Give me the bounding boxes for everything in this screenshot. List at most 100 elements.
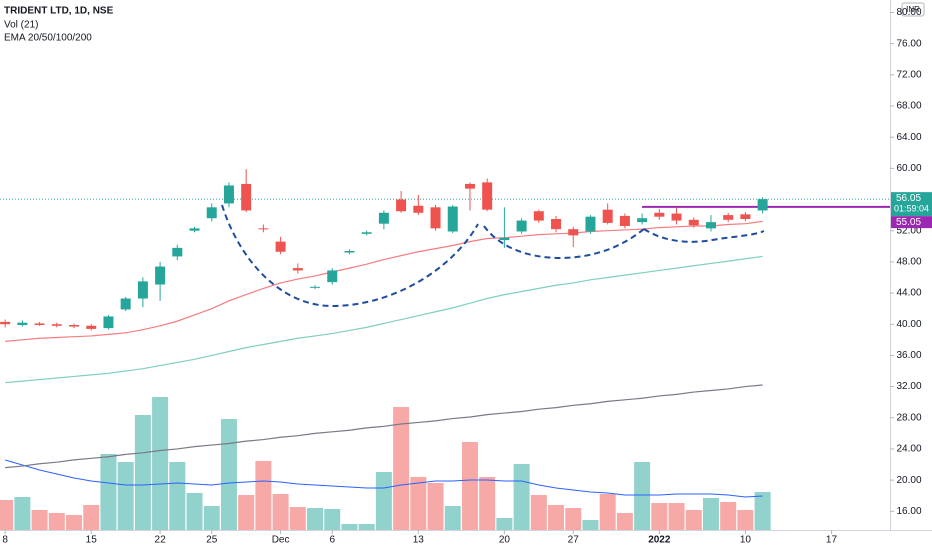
volume-bar [461, 442, 478, 530]
volume-bar [479, 477, 496, 530]
y-tick-label: 60.00 [896, 163, 921, 174]
candle-body [568, 229, 579, 236]
y-tick-label: 72.00 [896, 69, 921, 80]
candle-body [705, 222, 716, 229]
volume-bar [702, 498, 719, 530]
volume-bar [255, 461, 272, 530]
indicator-label: Vol (21) [4, 20, 38, 31]
x-tick-label: 27 [568, 535, 580, 546]
x-tick-label: 25 [206, 535, 218, 546]
x-tick-label: Dec [272, 535, 290, 546]
volume-bar [565, 508, 582, 530]
y-tick-label: 16.00 [896, 506, 921, 517]
y-tick-label: 64.00 [896, 132, 921, 143]
x-tick-label: 10 [740, 535, 752, 546]
y-tick-label: 52.00 [896, 225, 921, 236]
y-tick-label: 28.00 [896, 412, 921, 423]
candle-body [103, 316, 114, 329]
candle-body [430, 207, 441, 229]
candle-body [482, 182, 493, 210]
candle-body [310, 286, 321, 288]
candle-body [189, 228, 200, 231]
volume-bar [341, 524, 358, 530]
candle-body [86, 325, 97, 329]
candle-body [413, 205, 424, 213]
currency-box[interactable] [901, 2, 925, 17]
plot-area [0, 169, 890, 530]
level-tag [891, 216, 932, 229]
candle-body [723, 215, 734, 220]
candle-body [671, 213, 682, 221]
candle-body [688, 219, 699, 226]
volume-bar [427, 483, 444, 530]
x-tick-label: 22 [155, 535, 167, 546]
candle-body [344, 250, 355, 253]
y-tick-label: 80.00 [896, 7, 921, 18]
volume-bar [634, 462, 651, 530]
volume-bar [117, 462, 134, 530]
volume-bar [496, 518, 513, 530]
candle-body [654, 212, 665, 217]
candle-body [378, 212, 389, 224]
volume-bar [238, 495, 255, 530]
y-tick-label: 76.00 [896, 38, 921, 49]
volume-bar [410, 477, 427, 530]
volume-ma-line [5, 459, 763, 498]
y-tick-label: 40.00 [896, 319, 921, 330]
volume-bar [152, 397, 169, 530]
volume-bar [289, 507, 306, 530]
x-tick-label: 8 [2, 535, 8, 546]
candle-body [0, 321, 11, 325]
candle-body [619, 215, 630, 227]
price-labels: 16.00 20.00 24.00 28.00 32.00 36.00 40.00 44.00… [2, 7, 932, 546]
candle-body [51, 324, 62, 326]
volume-bar [220, 419, 237, 530]
candle-body [17, 322, 28, 326]
candle-body [602, 209, 613, 223]
volume-bar [324, 509, 341, 530]
last-price-label: 56.05 [896, 193, 921, 204]
volume-bar [0, 500, 14, 530]
y-tick-label: 68.00 [896, 101, 921, 112]
volume-bar [31, 510, 48, 530]
x-tick-label: 13 [413, 535, 425, 546]
volume-bar [272, 494, 289, 530]
candle-body [292, 268, 303, 271]
ema-line [5, 255, 763, 384]
volume-bar [169, 462, 186, 530]
volume-bar [548, 505, 565, 530]
volume-bar [685, 510, 702, 530]
volume-bar [651, 503, 668, 530]
indicator-label: EMA 20/50/100/200 [4, 33, 92, 44]
candle-body [206, 207, 217, 219]
volume-bar [134, 415, 151, 530]
candle-body [361, 232, 372, 234]
candle-body [740, 214, 751, 220]
ema-line [5, 384, 763, 469]
y-tick-label: 24.00 [896, 444, 921, 455]
y-tick-label: 20.00 [896, 475, 921, 486]
candle-body [464, 183, 475, 189]
volume-bar [66, 515, 83, 530]
candle-body [533, 211, 544, 221]
volume-bar [14, 497, 31, 530]
candle-body [516, 220, 527, 232]
candle-body [551, 219, 562, 230]
volume-bar [444, 506, 461, 530]
x-tick-label: 2022 [648, 535, 671, 546]
candle-body [447, 206, 458, 232]
candle-body [69, 325, 80, 327]
volume-bar [393, 407, 410, 530]
volume-bar [186, 493, 203, 530]
volume-bar [83, 505, 100, 530]
volume-bar [513, 464, 530, 530]
candle-body [327, 270, 338, 283]
currency: INR [906, 5, 920, 14]
y-tick-label: 36.00 [896, 350, 921, 361]
y-tick-label: 32.00 [896, 381, 921, 392]
volume-bar [599, 494, 616, 530]
volume-bar [754, 492, 771, 530]
volume-bar [582, 520, 599, 530]
candle-body [258, 228, 269, 230]
